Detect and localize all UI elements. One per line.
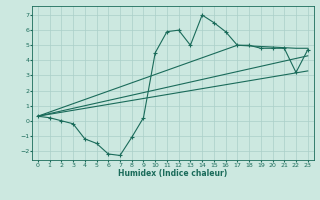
X-axis label: Humidex (Indice chaleur): Humidex (Indice chaleur) xyxy=(118,169,228,178)
